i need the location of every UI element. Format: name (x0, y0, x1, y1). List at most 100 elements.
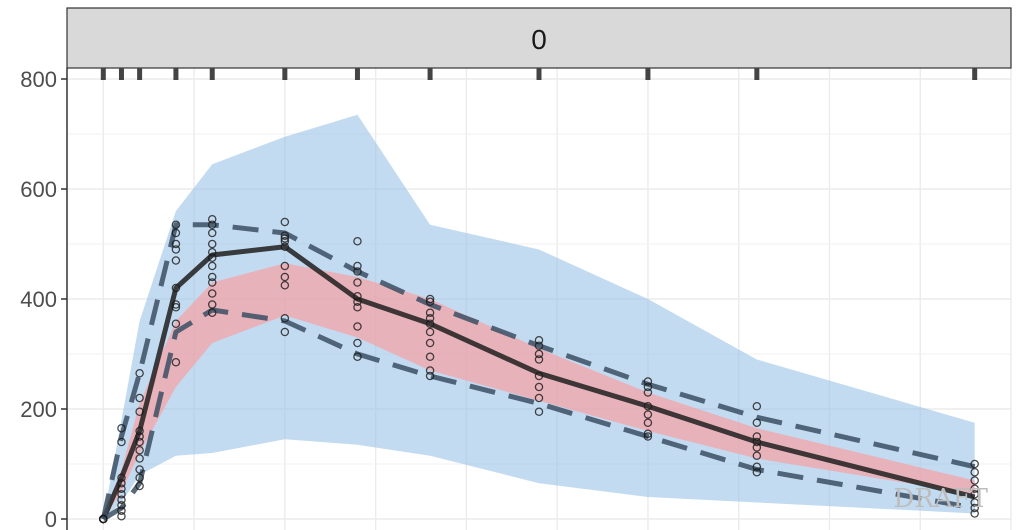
observed-point (280, 217, 290, 227)
observed-point (425, 338, 435, 348)
observed-point (752, 467, 762, 477)
observed-point (207, 308, 217, 317)
observed-point (117, 484, 126, 493)
observed-point (207, 272, 217, 282)
observed-point (425, 371, 435, 381)
observed-point (117, 423, 126, 433)
observed-point (207, 228, 217, 238)
observed-point (280, 242, 290, 251)
observed-point (353, 302, 362, 312)
observed-point (117, 495, 126, 504)
observed-point (425, 297, 435, 306)
observed-point (280, 327, 290, 337)
observed-point (171, 256, 181, 265)
observed-point (117, 512, 126, 521)
observed-point (643, 382, 653, 392)
observed-point (135, 426, 144, 436)
observed-point (353, 278, 362, 287)
observed-point (171, 302, 181, 312)
observed-point (643, 377, 653, 386)
observed-point (117, 506, 126, 515)
observed-point (280, 236, 290, 246)
observed-point (207, 261, 217, 271)
observed-point (534, 349, 544, 359)
observed-point (425, 352, 435, 361)
series-line-dashed-upper (100, 222, 976, 520)
observed-point (280, 261, 290, 271)
observed-point (135, 368, 144, 378)
observed-points (99, 214, 979, 524)
observed-point (171, 239, 181, 249)
observed-point (425, 294, 435, 304)
observed-point (970, 489, 979, 499)
observed-point (425, 319, 435, 328)
observed-point (970, 498, 979, 507)
observed-point (970, 503, 979, 513)
observed-point (534, 382, 544, 392)
observed-point (534, 407, 544, 416)
observed-point (752, 418, 762, 427)
observed-point (970, 476, 979, 485)
observed-point (117, 489, 126, 499)
observed-point (135, 432, 144, 441)
observed-point (171, 283, 181, 293)
observed-point (752, 443, 762, 452)
observed-point (643, 401, 653, 411)
watermark: DRAFT (893, 484, 988, 514)
observed-point (135, 473, 144, 482)
observed-point (171, 220, 181, 229)
observed-point (353, 291, 362, 301)
facet-strip: 0 (66, 7, 1012, 69)
y-tick-label: 600 (20, 177, 57, 202)
observed-point (752, 437, 762, 447)
observed-point (207, 253, 217, 262)
observed-point (280, 234, 290, 243)
observed-point (752, 432, 762, 441)
y-tick-label: 200 (20, 397, 57, 422)
observed-point (353, 338, 362, 348)
observed-point (135, 393, 144, 403)
observed-point (970, 459, 979, 469)
observed-point (425, 366, 435, 375)
observed-point (171, 300, 181, 309)
y-tick-label: 800 (20, 67, 57, 92)
observed-point (99, 514, 108, 524)
observed-point (135, 407, 144, 416)
observed-point (353, 267, 362, 276)
observed-point (135, 437, 144, 447)
observed-point (117, 473, 126, 482)
observed-point (643, 418, 653, 427)
observed-point (534, 355, 544, 364)
observed-point (425, 308, 435, 317)
observed-point (353, 261, 362, 271)
observed-point (207, 220, 217, 229)
observed-point (752, 451, 762, 460)
observed-point (643, 432, 653, 441)
observed-point (117, 478, 126, 488)
observed-point (643, 410, 653, 419)
time-rug (100, 68, 978, 80)
y-tick-label: 400 (20, 287, 57, 312)
observed-point (970, 467, 979, 477)
observed-point (534, 341, 544, 350)
observed-point (280, 272, 290, 282)
observed-point (207, 239, 217, 249)
y-tick-label: 0 (45, 507, 57, 530)
observed-point (752, 462, 762, 471)
observed-point (171, 319, 181, 328)
observed-point (207, 289, 217, 298)
observed-point (135, 481, 144, 491)
observed-point (534, 371, 544, 381)
facet-strip-background (66, 7, 1012, 69)
observed-point (353, 297, 362, 306)
observed-point (425, 313, 435, 323)
observed-point (534, 393, 544, 403)
observed-point (207, 247, 217, 257)
observed-point (117, 437, 126, 447)
observed-point (207, 300, 217, 309)
observed-point (353, 236, 362, 246)
observed-point (280, 231, 290, 240)
observed-point (643, 388, 653, 397)
observed-point (171, 357, 181, 367)
